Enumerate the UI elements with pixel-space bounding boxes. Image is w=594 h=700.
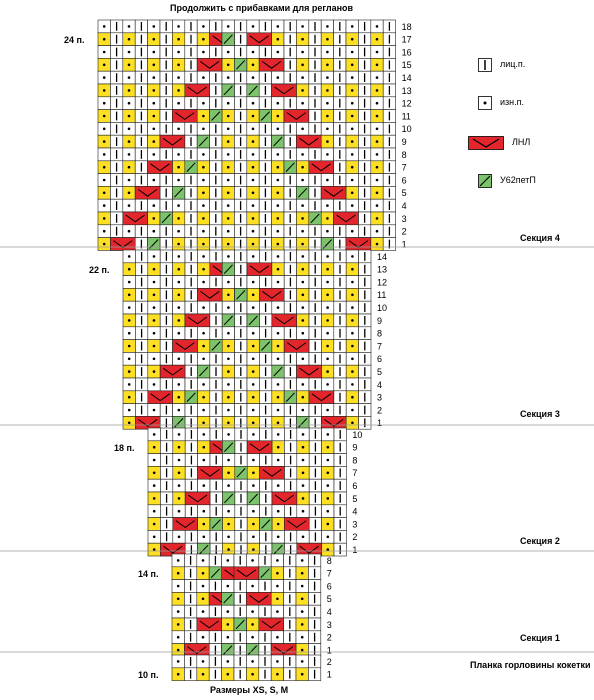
legend-label: У62петП: [500, 175, 536, 186]
legend-item-purl: изн.п.: [478, 96, 524, 110]
knit-symbol-icon: [478, 58, 492, 72]
row-number: 13: [402, 86, 412, 96]
legend-label: ЛНЛ: [512, 137, 531, 148]
row-number: 2: [402, 227, 407, 237]
row-number: 5: [402, 188, 407, 198]
row-number: 7: [327, 569, 332, 579]
row-number: 15: [402, 60, 412, 70]
row-number: 14: [402, 73, 412, 83]
row-number: 6: [352, 481, 357, 491]
row-number: 4: [402, 201, 407, 211]
row-number: 1: [352, 545, 357, 555]
stitch-count: 10 п.: [138, 670, 158, 680]
stitch-count: 24 п.: [64, 35, 84, 45]
section-label: Секция 2: [520, 536, 560, 546]
row-number: 18: [402, 22, 412, 32]
row-number: 3: [402, 214, 407, 224]
row-number: 17: [402, 35, 412, 45]
legend-item-lnl: ЛНЛ: [468, 136, 530, 150]
row-number: 8: [327, 556, 332, 566]
row-number: 7: [352, 468, 357, 478]
row-number: 5: [352, 494, 357, 504]
row-number: 1: [377, 418, 382, 428]
row-number: 16: [402, 47, 412, 57]
row-number: 12: [402, 99, 412, 109]
sizes-footer: Размеры XS, S, M: [210, 685, 288, 695]
row-number: 6: [327, 581, 332, 591]
row-number: 8: [352, 455, 357, 465]
row-number: 9: [377, 316, 382, 326]
stitch-count: 22 п.: [89, 265, 109, 275]
row-number: 10: [402, 124, 412, 134]
section-label: Секция 3: [520, 409, 560, 419]
row-number: 4: [327, 607, 332, 617]
purl-symbol-icon: [478, 96, 492, 110]
row-number: 3: [327, 620, 332, 630]
row-number: 8: [402, 150, 407, 160]
legend-label: изн.п.: [500, 97, 524, 108]
row-number: 13: [377, 265, 387, 275]
legend-label: лиц.п.: [500, 59, 526, 70]
chart-title: Продолжить с прибавками для регланов: [170, 3, 354, 13]
k2tog-symbol-icon: [478, 174, 492, 188]
row-number: 9: [352, 443, 357, 453]
row-number: 10: [352, 430, 362, 440]
row-number: 7: [402, 163, 407, 173]
row-number: 1: [327, 670, 332, 680]
section-label: Секция 1: [520, 633, 560, 643]
row-number: 6: [402, 175, 407, 185]
row-number: 6: [377, 354, 382, 364]
row-number: 12: [377, 277, 387, 287]
legend-item-knit: лиц.п.: [478, 58, 525, 72]
row-number: 2: [352, 532, 357, 542]
row-number: 11: [402, 111, 411, 121]
row-number: 9: [402, 137, 407, 147]
row-number: 2: [377, 405, 382, 415]
row-number: 1: [327, 645, 332, 655]
row-number: 4: [352, 507, 357, 517]
legend-item-k2tog: У62петП: [478, 174, 536, 188]
row-number: 8: [377, 329, 382, 339]
row-number: 3: [377, 393, 382, 403]
lnl-symbol-icon: [468, 136, 504, 150]
stitch-count: 18 п.: [114, 443, 134, 453]
row-number: 10: [377, 303, 387, 313]
row-number: 1: [402, 239, 407, 249]
row-number: 5: [377, 367, 382, 377]
row-number: 14: [377, 252, 387, 262]
row-number: 11: [377, 290, 386, 300]
stitch-count: 14 п.: [138, 569, 158, 579]
row-number: 2: [327, 657, 332, 667]
row-number: 3: [352, 519, 357, 529]
row-number: 7: [377, 341, 382, 351]
section-label: Планка горловины кокетки: [470, 660, 591, 670]
row-number: 2: [327, 633, 332, 643]
stitch-grid: [97, 19, 396, 681]
section-label: Секция 4: [520, 233, 560, 243]
row-number: 4: [377, 380, 382, 390]
row-number: 5: [327, 594, 332, 604]
